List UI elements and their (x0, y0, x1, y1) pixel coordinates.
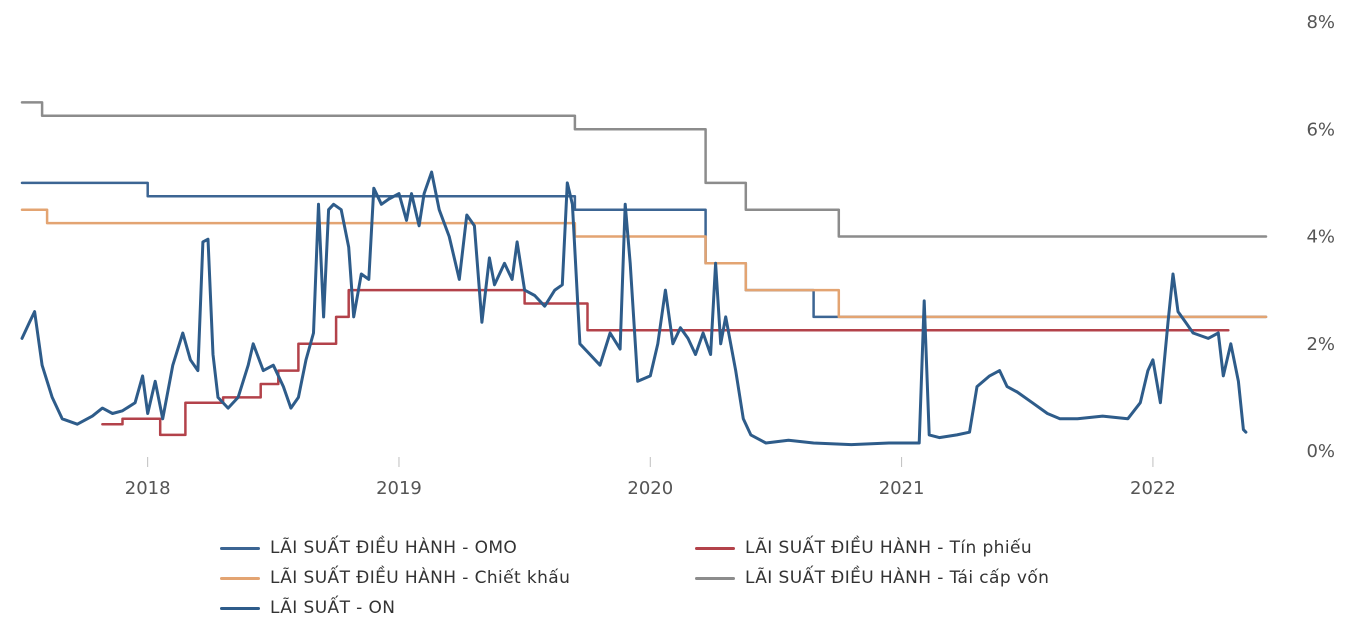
x-tick-label-2021: 2021 (879, 478, 925, 499)
series-line-lai-suat-on[interactable] (20, 170, 1248, 447)
legend-label-tai-cap-von: LÃI SUẤT ĐIỀU HÀNH - Tái cấp vốn (745, 568, 1050, 588)
legend-swatch-tin-phieu (695, 546, 735, 550)
series-line-lai-suat-dieu-hanh-chiet-khau[interactable] (20, 208, 1268, 319)
x-tick-label-2022: 2022 (1130, 478, 1176, 499)
legend-label-omo: LÃI SUẤT ĐIỀU HÀNH - OMO (270, 538, 518, 558)
legend-item-tin-phieu[interactable]: LÃI SUẤT ĐIỀU HÀNH - Tín phiếu (695, 538, 1032, 558)
y-axis: 0% 2% 4% 6% 8% (1306, 12, 1335, 462)
legend-label-chiet-khau: LÃI SUẤT ĐIỀU HÀNH - Chiết khấu (270, 568, 571, 588)
legend-label-tin-phieu: LÃI SUẤT ĐIỀU HÀNH - Tín phiếu (745, 538, 1032, 558)
legend-item-omo[interactable]: LÃI SUẤT ĐIỀU HÀNH - OMO (220, 538, 517, 558)
series-line-lai-suat-dieu-hanh-tai-cap-von[interactable] (20, 101, 1268, 238)
legend-item-chiet-khau[interactable]: LÃI SUẤT ĐIỀU HÀNH - Chiết khấu (220, 568, 570, 588)
legend-swatch-tai-cap-von (695, 576, 735, 580)
chart-plot-area: 2018 2019 2020 2021 2022 0% 2% 4% 6% 8% (20, 12, 1335, 499)
legend-label-on: LÃI SUẤT - ON (270, 598, 396, 618)
y-tick-label-2: 2% (1306, 334, 1335, 355)
x-tick-label-2018: 2018 (125, 478, 171, 499)
legend-swatch-chiet-khau (220, 576, 260, 580)
x-tick-label-2020: 2020 (627, 478, 673, 499)
y-tick-label-6: 6% (1306, 119, 1335, 140)
series-layer (20, 101, 1268, 447)
y-tick-label-8: 8% (1306, 12, 1335, 33)
y-tick-label-0: 0% (1306, 441, 1335, 462)
x-axis: 2018 2019 2020 2021 2022 (125, 457, 1176, 499)
x-tick-label-2019: 2019 (376, 478, 422, 499)
legend-item-tai-cap-von[interactable]: LÃI SUẤT ĐIỀU HÀNH - Tái cấp vốn (695, 568, 1049, 588)
legend-swatch-on (220, 606, 260, 610)
series-line-lai-suat-dieu-hanh-tin-phieu[interactable] (101, 288, 1230, 437)
legend-item-on[interactable]: LÃI SUẤT - ON (220, 598, 395, 618)
y-tick-label-4: 4% (1306, 227, 1335, 248)
legend-swatch-omo (220, 546, 260, 550)
